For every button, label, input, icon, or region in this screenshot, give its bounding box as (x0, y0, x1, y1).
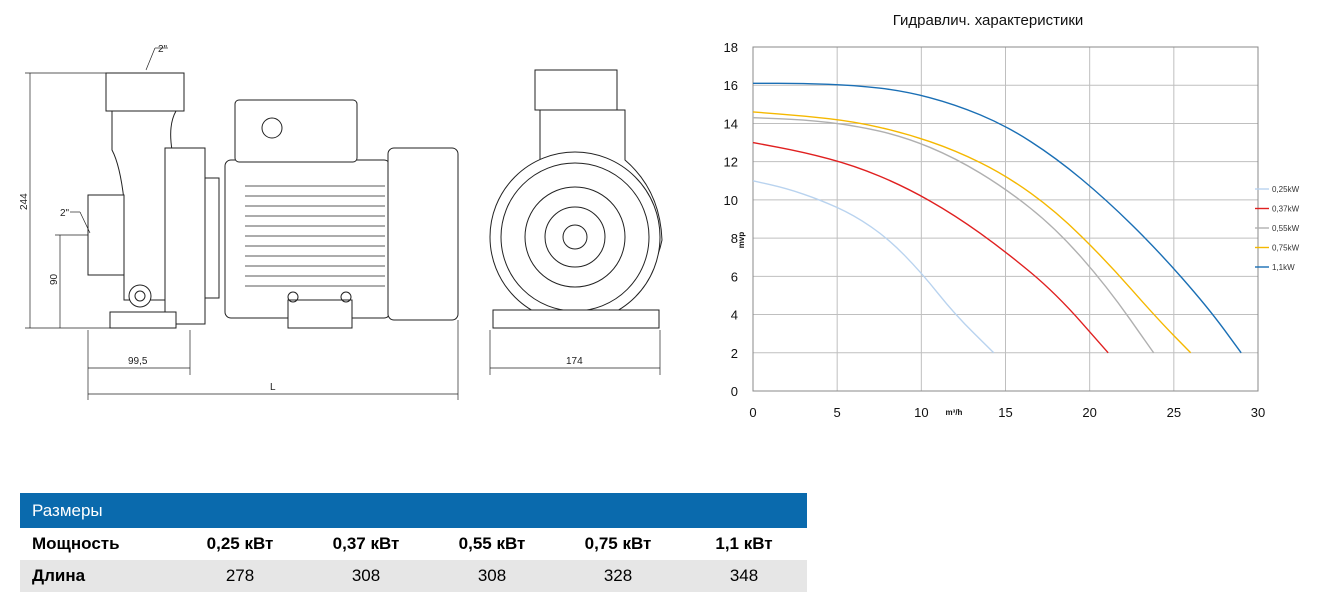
motor-fan-cover (387, 147, 459, 321)
chart-ticks: 0 5 10 15 20 25 30 0 2 4 6 8 10 12 14 16 18 (724, 40, 1266, 420)
table-cell: 328 (603, 566, 633, 585)
series-line-0,25kW (752, 180, 995, 354)
x-tick-label: 25 (1167, 405, 1181, 420)
table-cell: 1,1 кВт (715, 534, 773, 553)
table-cell: 308 (477, 566, 507, 585)
dim-length-label: L (270, 382, 276, 393)
dim-axis-label: 90 (49, 273, 60, 285)
plot-area-border (752, 46, 1259, 392)
motor-cooling-fins (245, 185, 385, 287)
y-axis-unit-label: mvp (737, 232, 746, 249)
side-outlet-flange (105, 72, 185, 112)
y-tick-label: 10 (724, 193, 738, 208)
dimension-lines (25, 47, 661, 400)
series-line-1,1kW (752, 82, 1242, 354)
chart-title: Гидравлич. характеристики (893, 12, 1084, 29)
dimensions-table: Размеры Мощность 0,25 кВт 0,37 кВт 0,55 … (20, 493, 807, 592)
series-line-0,75kW (752, 111, 1192, 354)
x-tick-label: 30 (1251, 405, 1265, 420)
legend-label: 0,37kW (1272, 205, 1300, 214)
side-inlet-flange (87, 194, 125, 276)
table-row-power: Мощность 0,25 кВт 0,37 кВт 0,55 кВт 0,75… (20, 528, 807, 560)
y-tick-label: 6 (731, 269, 738, 284)
table-cell: 278 (225, 566, 255, 585)
table-cell: 0,25 кВт (206, 534, 274, 553)
legend-label: 0,25kW (1272, 185, 1300, 194)
pump-technical-drawing: 2" 2" 244 90 99,5 L 174 (19, 44, 663, 400)
dim-width-label: 174 (566, 356, 583, 367)
chart-legend: 0,25kW 0,37kW 0,55kW 0,75kW 1,1kW (1255, 185, 1300, 272)
y-tick-label: 16 (724, 78, 738, 93)
side-mount-plate (164, 147, 206, 325)
front-base (492, 309, 660, 329)
y-tick-label: 0 (731, 384, 738, 399)
x-tick-label: 10 (914, 405, 928, 420)
table-row-length: Длина 278 308 308 328 348 (20, 560, 807, 592)
dim-suction-label: 99,5 (128, 356, 148, 367)
y-tick-label: 18 (724, 40, 738, 55)
table-cell: 0,37 кВт (332, 534, 400, 553)
x-tick-label: 5 (834, 405, 841, 420)
legend-label: 1,1kW (1272, 263, 1295, 272)
motor-foot (287, 299, 353, 329)
dim-outlet-label: 2" (60, 208, 70, 219)
side-drain-plug (128, 284, 152, 308)
front-motor-disc (489, 151, 661, 323)
motor-flange (204, 177, 220, 299)
x-tick-label: 0 (749, 405, 756, 420)
chart-grid (752, 46, 1259, 392)
series-line-0,55kW (752, 117, 1155, 354)
y-tick-label: 14 (724, 116, 738, 131)
motor-terminal-box (234, 99, 358, 163)
table-cell: 308 (351, 566, 381, 585)
y-tick-label: 4 (731, 308, 738, 323)
row-label-power: Мощность (32, 534, 120, 553)
terminal-cable-gland (261, 117, 283, 139)
y-tick-label: 12 (724, 155, 738, 170)
series-line-0,37kW (752, 141, 1109, 354)
front-inlet-ring (544, 206, 606, 268)
row-label-length: Длина (32, 566, 86, 585)
x-tick-label: 15 (998, 405, 1012, 420)
table-cell: 0,55 кВт (458, 534, 526, 553)
table-cell: 348 (729, 566, 759, 585)
x-tick-label: 20 (1082, 405, 1096, 420)
table-cell: 0,75 кВт (584, 534, 652, 553)
dim-height-label: 244 (19, 193, 30, 210)
performance-chart: Гидравлич. характеристики 0 5 10 15 20 25 30 0 2… (724, 12, 1300, 420)
side-base-foot (109, 311, 177, 329)
legend-label: 0,75kW (1272, 244, 1300, 253)
dim-inlet-label: 2" (158, 44, 168, 55)
y-tick-label: 2 (731, 346, 738, 361)
chart-series (752, 82, 1242, 354)
x-axis-unit-label: m³/h (946, 408, 963, 417)
legend-label: 0,55kW (1272, 224, 1300, 233)
y-tick-label: 8 (731, 231, 738, 246)
motor-body (224, 159, 391, 319)
front-outlet-flange (534, 69, 618, 111)
table-title: Размеры (20, 493, 807, 528)
